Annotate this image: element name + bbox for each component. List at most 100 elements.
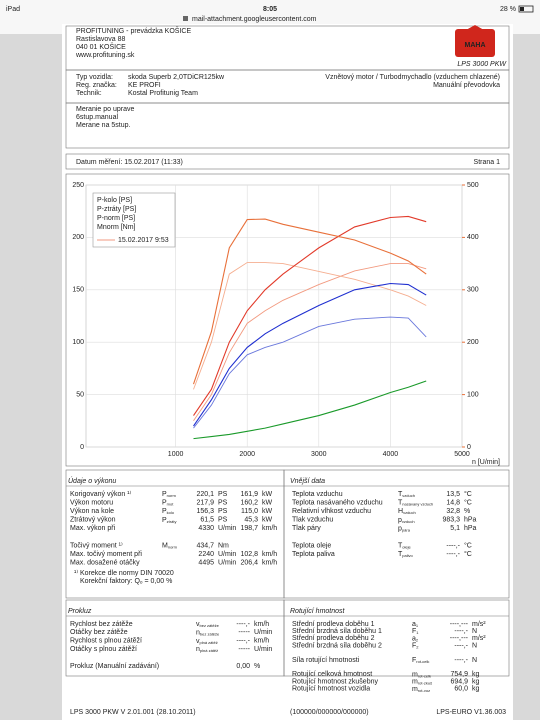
battery-level: 28 % <box>500 6 516 13</box>
row-value: 0,00 <box>236 663 250 670</box>
x-tick-label: 2000 <box>239 451 255 458</box>
row-value: 983,3 <box>442 517 460 524</box>
row-symbol: Frot-celk <box>412 657 429 664</box>
y2-tick-label: 200 <box>467 339 479 346</box>
row-unit: % <box>254 663 260 670</box>
row-value: 160,2 <box>240 499 258 506</box>
row-value: ----- <box>238 646 250 653</box>
row-value: ----- <box>238 629 250 636</box>
section-title: Rotující hmotnost <box>290 608 346 615</box>
vehicle-field: skoda Superb 2,0TDiCR125kw <box>128 74 225 81</box>
footer-text: LPS-EURO V1.36.003 <box>436 709 506 716</box>
symbol-base: T <box>398 491 403 498</box>
row-symbol: Hvzduch <box>398 508 416 515</box>
symbol-sub: plná zátěž <box>200 648 218 653</box>
row-unit: km/h <box>262 551 277 558</box>
url-text: mail-attachment.googleusercontent.com <box>192 16 317 23</box>
row-unit: PS <box>218 499 228 506</box>
symbol-sub: rot-celk <box>416 659 429 664</box>
row-label: Rotující celková hmotnost <box>292 671 372 678</box>
legend-entry: P-norm [PS] <box>97 215 135 222</box>
row-symbol: Pmot <box>162 499 174 506</box>
symbol-base: F <box>412 657 416 664</box>
row-symbol: mrot-celk <box>412 671 431 678</box>
row-label: Točivý moment ¹⁾ <box>70 541 123 549</box>
x-tick-label: 4000 <box>383 451 399 458</box>
y2-tick-label: 100 <box>467 391 479 398</box>
row-value: ----,--- <box>450 621 469 628</box>
row-symbol: ppára <box>398 525 411 532</box>
row-symbol: vbez zátěže <box>196 621 220 628</box>
series-line <box>193 282 427 427</box>
series-line <box>193 262 427 390</box>
series-line <box>193 215 427 416</box>
symbol-base: n <box>196 629 200 636</box>
row-value: 2240 <box>198 551 214 558</box>
row-symbol: nplná zátěž <box>196 646 218 653</box>
symbol-base: P <box>162 517 167 524</box>
document-page <box>62 24 513 720</box>
note-line: Merane na 5stup. <box>76 122 131 129</box>
row-label: Střední prodleva doběhu 1 <box>292 621 375 628</box>
engine-info: Vznětový motor / Turbodmychadlo (vzduche… <box>325 74 500 81</box>
row-value: 32,8 <box>446 508 460 515</box>
row-symbol: a2 <box>412 635 419 642</box>
note-line: 6stup.manual <box>76 114 118 121</box>
symbol-sub: mot <box>167 502 175 507</box>
row-unit: kg <box>472 671 480 678</box>
symbol-sub: plná zátěž <box>200 640 218 645</box>
symbol-base: P <box>162 491 167 498</box>
symbol-base: H <box>398 508 403 515</box>
row-unit: m/s² <box>472 635 486 642</box>
row-unit: km/h <box>262 525 277 532</box>
symbol-sub: 1 <box>416 623 419 628</box>
row-unit: U/min <box>254 646 272 653</box>
row-unit: hPa <box>464 517 477 524</box>
row-label: Korigovaný výkon ¹⁾ <box>70 490 132 498</box>
row-label: Rychlost s plnou zátěží <box>70 638 142 645</box>
symbol-base: P <box>162 499 167 506</box>
row-label: Otáčky bez zátěže <box>70 629 128 636</box>
row-value: 60,0 <box>454 686 468 693</box>
vehicle-field: KE PROFI <box>128 82 161 89</box>
symbol-sub: rot-voz <box>418 688 430 693</box>
row-symbol: Pnorm <box>162 491 176 498</box>
row-unit: km/h <box>254 638 269 645</box>
symbol-sub: rot-zkuš <box>418 681 432 686</box>
symbol-base: v <box>196 638 200 645</box>
legend-entry: P-kolo [PS] <box>97 197 132 204</box>
row-label: Střední brzdná síla doběhu 2 <box>292 642 382 649</box>
row-label: Teplota paliva <box>292 551 335 558</box>
row-label: Prokluz (Manuální zadávání) <box>70 663 159 670</box>
row-value: 61,5 <box>200 517 214 524</box>
page-number: Strana 1 <box>474 159 501 166</box>
company-line: Rastislavova 88 <box>76 36 126 43</box>
row-label: Relativní vlhkost vzduchu <box>292 508 371 515</box>
logo <box>455 29 495 57</box>
symbol-base: P <box>162 508 167 515</box>
row-symbol: F1 <box>412 628 419 635</box>
vehicle-field: Reg. značka: <box>76 82 117 89</box>
row-symbol: Toleje <box>398 542 412 549</box>
symbol-sub: ztráty <box>167 519 177 524</box>
row-value: ----,- <box>454 628 468 635</box>
footer-text: (100000/000000/000000) <box>290 709 369 716</box>
company-line: PROFITUNING - prevádzka KOŠICE <box>76 26 191 35</box>
symbol-sub: rot-celk <box>418 673 431 678</box>
row-unit: U/min <box>254 629 272 636</box>
row-value: ----,- <box>446 542 460 549</box>
row-value: 5,1 <box>450 525 460 532</box>
row-label: Výkon motoru <box>70 499 113 506</box>
row-unit: kW <box>262 517 273 524</box>
row-label: Teplota nasávaného vzduchu <box>292 499 383 506</box>
row-unit: °C <box>464 490 472 498</box>
product-name: LPS 3000 PKW <box>457 61 507 68</box>
row-unit: PS <box>218 517 228 524</box>
company-line: www.profituning.sk <box>75 52 135 59</box>
series-line <box>192 218 427 385</box>
legend-entry: 15.02.2017 9:53 <box>118 237 169 244</box>
symbol-base: F <box>412 642 416 649</box>
symbol-sub: palivo <box>402 553 413 558</box>
